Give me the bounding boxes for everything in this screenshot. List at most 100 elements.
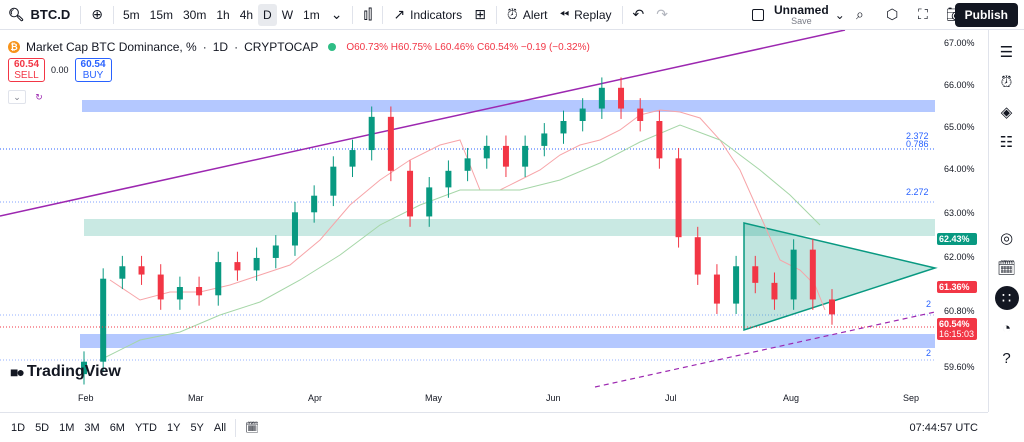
layout-name: Unnamed Save: [774, 4, 829, 26]
spread-value: 0.00: [51, 65, 69, 75]
candle: [502, 145, 509, 167]
sell-button[interactable]: 60.54 SELL: [8, 58, 45, 82]
apps-grid-icon[interactable]: ∷: [994, 286, 1019, 310]
range-1m[interactable]: 1M: [59, 421, 75, 434]
layout-save-status: Save: [791, 15, 812, 26]
interval-30m[interactable]: 30m: [182, 7, 207, 22]
symbol-label: BTC.D: [30, 7, 71, 22]
candle: [598, 87, 605, 109]
layout-title: Unnamed: [774, 2, 829, 17]
ma-slow-line: [99, 124, 821, 361]
alert-label: Alert: [522, 7, 548, 22]
chat-icon[interactable]: ☷: [999, 134, 1014, 151]
range-5y[interactable]: 5Y: [190, 421, 204, 434]
lower-trendline-dashed[interactable]: [594, 311, 936, 388]
bottom-toolbar: 1D 5D 1M 3M 6M YTD 1Y 5Y All 🗓︎ 07:44:57…: [0, 412, 988, 442]
price-axis-label: 60.80%: [944, 306, 975, 316]
candle: [675, 158, 682, 238]
fullscreen-icon: ⛶: [918, 6, 928, 22]
layouts-button[interactable]: ⊞: [468, 0, 492, 30]
range-5d[interactable]: 5D: [35, 421, 50, 434]
market-status-dot: [328, 43, 337, 51]
chevron-down-icon: ⌄: [834, 7, 845, 22]
indicators-icon: ↗: [393, 6, 406, 22]
divider: [382, 5, 384, 24]
interval-15m[interactable]: 15m: [149, 7, 173, 22]
layout-menu[interactable]: Unnamed Save ⌄: [746, 0, 851, 30]
price-chart[interactable]: [0, 30, 988, 412]
candle: [713, 274, 720, 304]
time-axis-label: Feb: [78, 393, 94, 403]
price-axis-label: 66.00%: [944, 80, 975, 90]
time-axis-label: Aug: [783, 393, 800, 403]
legend-title: Market Cap BTC Dominance, %: [26, 40, 197, 54]
range-1d[interactable]: 1D: [11, 421, 26, 434]
undo-button[interactable]: ↶: [627, 0, 651, 30]
replay-button[interactable]: ⏪︎ Replay: [554, 0, 618, 30]
go-to-date-button[interactable]: 🗓︎: [240, 421, 264, 434]
tradingview-wordmark: TradingView: [26, 363, 121, 380]
collapse-legend-button[interactable]: ⌄: [8, 90, 26, 104]
redo-icon: ↷: [656, 6, 668, 22]
watchlist-icon[interactable]: ☰: [999, 44, 1014, 61]
interval-1h[interactable]: 1h: [216, 7, 230, 22]
candle: [809, 249, 816, 300]
range-all[interactable]: All: [213, 421, 227, 434]
quick-search-button[interactable]: ⌕: [850, 0, 870, 30]
fullscreen-button[interactable]: ⛶: [912, 0, 934, 30]
sync-button[interactable]: ↻: [30, 90, 48, 104]
interval-5m[interactable]: 5m: [122, 7, 140, 22]
tradingview-logo: ■● TradingView: [10, 363, 121, 381]
candle: [464, 158, 471, 171]
sell-label: SELL: [14, 70, 39, 81]
interval-4h[interactable]: 4h: [239, 7, 254, 22]
candle: [215, 262, 222, 296]
calendar-icon[interactable]: 🗓︎: [996, 260, 1017, 277]
buy-button[interactable]: 60.54 BUY: [74, 58, 112, 82]
tradingview-logo-icon: ■●: [10, 364, 25, 380]
price-axis-label: 59.60%: [944, 362, 975, 372]
divider: [235, 418, 237, 437]
fib-label: 2.272: [906, 187, 929, 197]
refresh-icon: ↻: [35, 91, 43, 102]
candle: [330, 166, 337, 196]
legend-controls: ⌄ ↻: [8, 90, 48, 104]
layers-icon[interactable]: ◈: [1000, 104, 1013, 121]
triangle-pattern[interactable]: [743, 222, 938, 332]
alert-button[interactable]: ⏰︎ Alert: [501, 0, 554, 30]
target-icon[interactable]: ◎: [999, 230, 1014, 247]
chart-type-button[interactable]: ⫾⫿: [357, 0, 378, 30]
indicators-button[interactable]: ↗ Indicators: [387, 0, 468, 30]
interval-1m[interactable]: 1m: [303, 7, 320, 22]
interval-w[interactable]: W: [281, 7, 294, 22]
grid-icon: ⊞: [474, 6, 486, 22]
range-ytd[interactable]: YTD: [134, 421, 157, 434]
search-icon: 🔍︎: [8, 6, 25, 22]
chart-legend[interactable]: ₿ Market Cap BTC Dominance, % · 1D · CRY…: [8, 40, 590, 54]
indicators-label: Indicators: [410, 7, 463, 22]
candle: [81, 361, 87, 375]
settings-button[interactable]: ⬡: [880, 0, 904, 30]
range-1y[interactable]: 1Y: [166, 421, 181, 434]
symbol-search-button[interactable]: 🔍︎ BTC.D: [0, 0, 76, 30]
top-toolbar: 🔍︎ BTC.D ⊕ 5m 15m 30m 1h 4h D W 1m ⌄ ⫾⫿ …: [0, 0, 1024, 30]
range-6m[interactable]: 6M: [109, 421, 125, 434]
redo-button[interactable]: ↷: [650, 0, 674, 30]
alerts-clock-icon[interactable]: ⏰︎: [1000, 73, 1013, 91]
resistance-zone[interactable]: [82, 100, 935, 112]
candle: [272, 245, 279, 258]
publish-button[interactable]: Publish: [954, 3, 1018, 27]
notifications-icon[interactable]: ◔: [1001, 319, 1012, 337]
candle: [541, 133, 548, 146]
compare-add-symbol-button[interactable]: ⊕: [85, 0, 109, 30]
help-icon[interactable]: ?: [1002, 349, 1011, 367]
upper-trendline[interactable]: [0, 30, 846, 217]
chart-pane[interactable]: 67.00% 66.00% 65.00% 64.00% 63.00% 62.00…: [0, 30, 988, 412]
candles-icon: ⫾⫿: [363, 6, 373, 22]
support-zone[interactable]: [80, 334, 935, 348]
green-zone[interactable]: [84, 219, 935, 236]
interval-dropdown[interactable]: ⌄: [325, 0, 349, 30]
interval-d[interactable]: D: [258, 3, 277, 26]
utc-clock[interactable]: 07:44:57 UTC: [909, 421, 978, 434]
range-3m[interactable]: 3M: [84, 421, 100, 434]
